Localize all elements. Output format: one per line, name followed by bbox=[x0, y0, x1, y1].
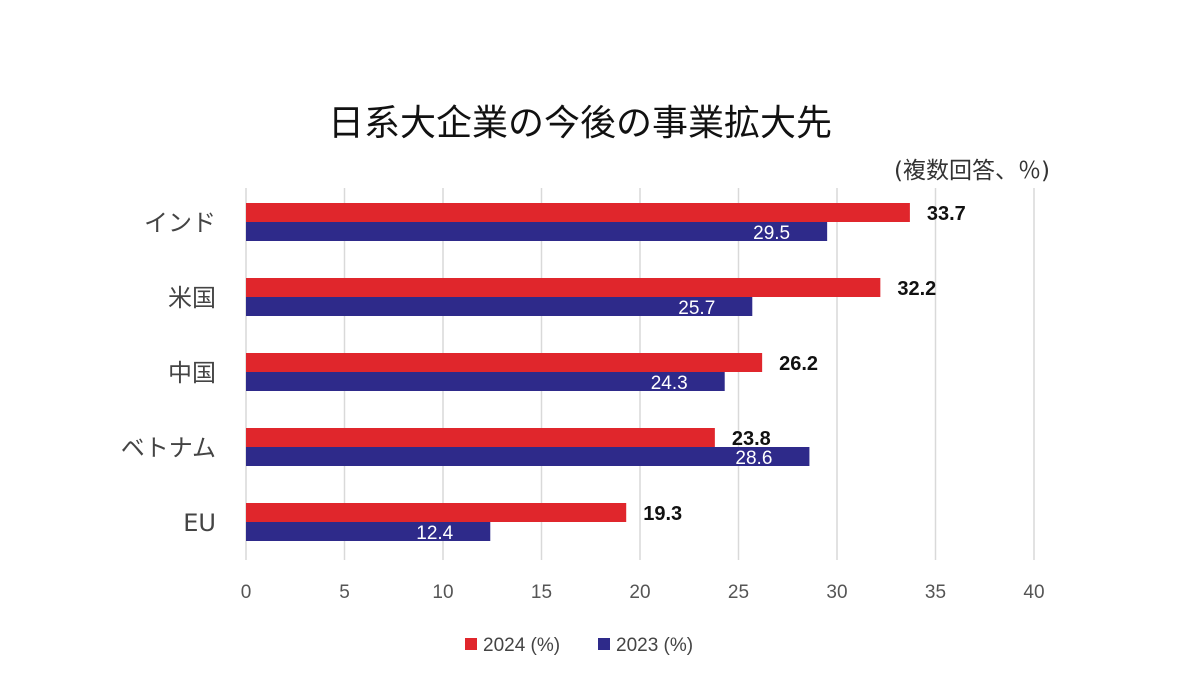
x-tick-label: 10 bbox=[432, 582, 453, 603]
x-tick-label: 0 bbox=[241, 582, 252, 603]
legend-label-2023: 2023 (%) bbox=[616, 635, 693, 656]
bar-2023 bbox=[246, 447, 810, 466]
legend-label-2024: 2024 (%) bbox=[483, 635, 560, 656]
data-label-2024: 26.2 bbox=[779, 353, 818, 375]
data-label-2024: 33.7 bbox=[927, 203, 966, 225]
chart-title: 日系大企業の今後の事業拡大先 bbox=[328, 103, 832, 144]
data-label-2023: 24.3 bbox=[651, 373, 688, 394]
data-label-2023: 28.6 bbox=[735, 448, 772, 469]
bar-2024 bbox=[246, 353, 763, 372]
legend-swatch-2023 bbox=[598, 638, 610, 650]
bar-2024 bbox=[246, 278, 881, 297]
x-tick-label: 25 bbox=[728, 582, 749, 603]
bar-2024 bbox=[246, 203, 910, 222]
bars: 33.7 29.5 32.2 25.7 26.2 24.3 23.828.6 19.3 12.4 bbox=[246, 203, 966, 544]
data-label-2023: 25.7 bbox=[678, 298, 715, 319]
category-label: EU bbox=[183, 509, 216, 537]
x-tick-label: 5 bbox=[339, 582, 350, 603]
chart-unit-note: (複数回答、％) bbox=[894, 158, 1050, 184]
bar-2023 bbox=[246, 222, 828, 241]
bar-2024 bbox=[246, 503, 627, 522]
x-tick-label: 30 bbox=[826, 582, 847, 603]
bar-2023 bbox=[246, 522, 491, 541]
bar-2023 bbox=[246, 372, 725, 391]
bar-2023 bbox=[246, 297, 753, 316]
x-tick-label: 35 bbox=[925, 582, 946, 603]
bar-2024 bbox=[246, 428, 715, 447]
category-label: ベトナム bbox=[121, 434, 216, 462]
data-label-2024: 32.2 bbox=[897, 278, 936, 300]
x-tick-label: 15 bbox=[531, 582, 552, 603]
data-label-2024: 19.3 bbox=[643, 503, 682, 525]
x-axis-ticks: 0 5 10 15 20 25 30 35 40 bbox=[241, 582, 1045, 603]
category-label: インド bbox=[144, 209, 216, 237]
category-label: 米国 bbox=[168, 284, 216, 312]
legend-swatch-2024 bbox=[465, 638, 477, 650]
x-tick-label: 20 bbox=[629, 582, 650, 603]
x-tick-label: 40 bbox=[1023, 582, 1044, 603]
data-label-2024: 23.8 bbox=[732, 428, 771, 450]
legend: 2024 (%) 2023 (%) bbox=[465, 635, 693, 656]
data-label-2023: 12.4 bbox=[416, 523, 453, 544]
category-label: 中国 bbox=[168, 359, 216, 387]
data-label-2023: 29.5 bbox=[753, 223, 790, 244]
